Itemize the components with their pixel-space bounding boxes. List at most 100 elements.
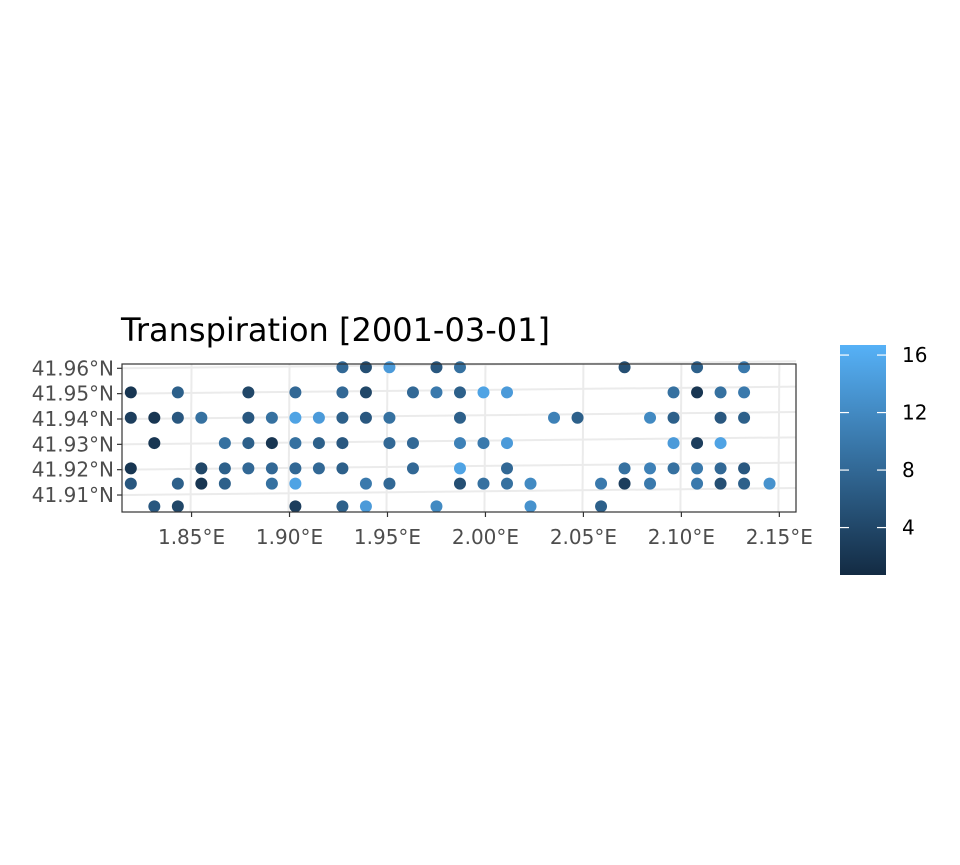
data-point xyxy=(171,477,184,490)
data-point xyxy=(477,477,490,490)
data-point xyxy=(738,386,751,399)
data-point xyxy=(171,386,184,399)
data-point xyxy=(265,437,278,450)
data-point xyxy=(148,411,161,424)
data-point xyxy=(571,411,584,424)
data-point xyxy=(644,477,657,490)
x-tick-label: 2.15°E xyxy=(746,525,813,549)
x-tick-label: 2.05°E xyxy=(550,525,617,549)
data-point xyxy=(195,477,208,490)
data-point xyxy=(148,500,161,513)
grid-meridian xyxy=(287,363,291,513)
data-point xyxy=(644,462,657,475)
data-point xyxy=(383,477,396,490)
y-tick-label: 41.95°N xyxy=(32,382,114,406)
data-point xyxy=(242,437,255,450)
grid-parallel xyxy=(121,487,797,497)
y-tick-label: 41.96°N xyxy=(32,356,114,380)
data-point xyxy=(667,411,680,424)
y-tick-label: 41.93°N xyxy=(32,432,114,456)
data-point xyxy=(714,477,727,490)
y-tick-label: 41.92°N xyxy=(32,458,114,482)
data-point xyxy=(171,500,184,513)
y-axis: 41.91°N41.92°N41.93°N41.94°N41.95°N41.96… xyxy=(32,356,122,507)
y-tick-label: 41.91°N xyxy=(32,483,114,507)
data-point xyxy=(218,462,231,475)
data-point xyxy=(265,462,278,475)
data-point xyxy=(218,437,231,450)
data-point xyxy=(667,437,680,450)
data-point xyxy=(359,477,372,490)
data-point xyxy=(501,462,514,475)
data-point xyxy=(691,386,704,399)
data-point xyxy=(691,477,704,490)
data-point xyxy=(477,437,490,450)
data-point xyxy=(714,437,727,450)
data-point xyxy=(265,477,278,490)
data-point xyxy=(524,500,537,513)
data-point xyxy=(336,500,349,513)
data-point xyxy=(691,437,704,450)
colorbar xyxy=(840,345,886,575)
data-point xyxy=(148,437,161,450)
data-point xyxy=(453,411,466,424)
data-point xyxy=(738,411,751,424)
data-point xyxy=(383,411,396,424)
data-point xyxy=(289,411,302,424)
data-point xyxy=(289,500,302,513)
data-point xyxy=(477,386,490,399)
data-point xyxy=(289,462,302,475)
y-tick-label: 41.94°N xyxy=(32,407,114,431)
data-point xyxy=(595,500,608,513)
data-point xyxy=(714,411,727,424)
data-point xyxy=(430,386,443,399)
data-point xyxy=(265,411,278,424)
data-point xyxy=(738,361,751,374)
data-point xyxy=(430,361,443,374)
data-point xyxy=(667,462,680,475)
data-point xyxy=(336,462,349,475)
data-point xyxy=(312,437,325,450)
data-point xyxy=(595,477,608,490)
data-point xyxy=(336,411,349,424)
transpiration-points xyxy=(124,361,776,513)
data-point xyxy=(548,411,561,424)
data-point xyxy=(691,462,704,475)
data-point xyxy=(242,462,255,475)
data-point xyxy=(359,361,372,374)
colorbar-tick-label: 8 xyxy=(902,458,915,482)
x-tick-label: 2.00°E xyxy=(452,525,519,549)
data-point xyxy=(171,411,184,424)
x-axis: 1.85°E 1.90°E 1.95°E 2.00°E 2.05°E 2.10°E 2.15… xyxy=(158,512,813,549)
data-point xyxy=(691,361,704,374)
data-point xyxy=(644,411,657,424)
data-point xyxy=(453,361,466,374)
x-tick-label: 1.85°E xyxy=(158,525,225,549)
colorbar-tick-label: 16 xyxy=(902,343,927,367)
data-point xyxy=(359,386,372,399)
data-point xyxy=(406,462,419,475)
data-point xyxy=(312,462,325,475)
data-point xyxy=(738,477,751,490)
data-point xyxy=(714,386,727,399)
data-point xyxy=(501,437,514,450)
data-point xyxy=(195,462,208,475)
data-point xyxy=(124,462,137,475)
data-point xyxy=(501,386,514,399)
data-point xyxy=(124,411,137,424)
colorbar-tick-label: 12 xyxy=(902,401,927,425)
data-point xyxy=(430,500,443,513)
data-point xyxy=(124,477,137,490)
data-point xyxy=(618,361,631,374)
data-point xyxy=(336,437,349,450)
data-point xyxy=(453,462,466,475)
data-point xyxy=(312,411,325,424)
data-point xyxy=(618,477,631,490)
data-point xyxy=(406,386,419,399)
data-point xyxy=(242,386,255,399)
data-point xyxy=(618,462,631,475)
data-point xyxy=(289,437,302,450)
data-point xyxy=(359,500,372,513)
data-point xyxy=(289,477,302,490)
